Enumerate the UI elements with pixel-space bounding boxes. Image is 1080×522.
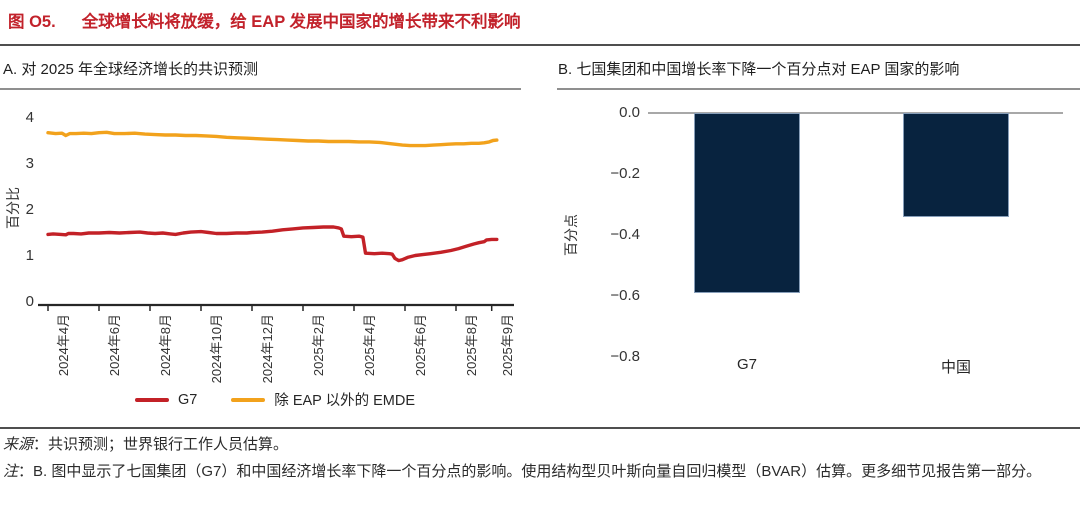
legend: G7 除 EAP 以外的 EMDE (40, 389, 510, 410)
x-tick-label: 2025年8月 (464, 314, 479, 377)
x-tick-label: 2024年10月 (209, 314, 224, 384)
y-tick-label: −0.6 (610, 287, 640, 304)
y-tick-label: 3 (25, 155, 34, 172)
x-tick-label: 2025年4月 (362, 314, 377, 377)
x-tick-label: 2025年6月 (413, 314, 428, 377)
legend-swatch (134, 397, 169, 402)
x-tick-label: 2024年12月 (260, 314, 275, 384)
x-tick-label: 2024年8月 (158, 314, 173, 377)
source-line: 来源：共识预测；世界银行工作人员估算。 (3, 433, 1077, 454)
panel-b-y-axis-label: 百分点 (563, 214, 579, 256)
bottom-divider (0, 427, 1080, 429)
y-tick-label: 4 (25, 109, 34, 126)
series-line-g7 (46, 225, 499, 263)
figure-title-text: 全球增长料将放缓，给 EAP 发展中国家的增长带来不利影响 (81, 13, 521, 31)
legend-item-emde: 除 EAP 以外的 EMDE (231, 389, 415, 410)
x-tick-label: 2025年2月 (311, 314, 326, 377)
bar-china (903, 113, 1009, 217)
source-text: ：共识预测；世界银行工作人员估算。 (33, 436, 289, 453)
y-tick-label: −0.4 (610, 226, 640, 243)
y-tick-label: 0 (25, 293, 34, 310)
legend-swatch (231, 397, 266, 402)
x-tick-label: 2024年4月 (56, 314, 71, 377)
note-prefix: 注 (3, 463, 19, 480)
note-line: 注：B. 图中显示了七国集团（G7）和中国经济增长率下降一个百分点的影响。使用结… (3, 459, 1077, 485)
top-divider (0, 44, 1080, 46)
zero-gridline (648, 112, 1063, 114)
x-tick-label: 2025年9月 (499, 314, 515, 377)
figure-title: 图 O5. 全球增长料将放缓，给 EAP 发展中国家的增长带来不利影响 (8, 8, 520, 32)
bar-category-label: 中国 (940, 359, 971, 376)
legend-label: G7 (177, 391, 198, 408)
series-line-emde (46, 130, 499, 148)
y-tick-label: 0.0 (619, 104, 640, 121)
panel-b-title-underline (557, 88, 1080, 90)
y-tick-label: −0.8 (610, 348, 640, 365)
x-axis-ticks (47, 306, 493, 311)
bar-category-label: G7 (736, 356, 757, 373)
y-tick-label: 2 (25, 201, 34, 218)
panel-a-title-underline (0, 88, 521, 90)
bar-g7 (694, 113, 800, 293)
x-tick-label: 2024年6月 (107, 314, 122, 377)
legend-item-g7: G7 (134, 391, 198, 408)
source-prefix: 来源 (3, 436, 34, 453)
y-tick-label: 1 (25, 247, 34, 264)
legend-label: 除 EAP 以外的 EMDE (274, 393, 416, 409)
figure-number: 图 O5. (8, 13, 56, 31)
line-series-group (46, 130, 499, 263)
panel-b-title: B. 七国集团和中国增长率下降一个百分点对 EAP 国家的影响 (558, 61, 960, 78)
note-text: ：B. 图中显示了七国集团（G7）和中国经济增长率下降一个百分点的影响。使用结构… (18, 463, 1042, 480)
y-tick-label: −0.2 (610, 165, 640, 182)
panel-a-title: A. 对 2025 年全球经济增长的共识预测 (3, 61, 259, 78)
line-chart (38, 130, 514, 311)
